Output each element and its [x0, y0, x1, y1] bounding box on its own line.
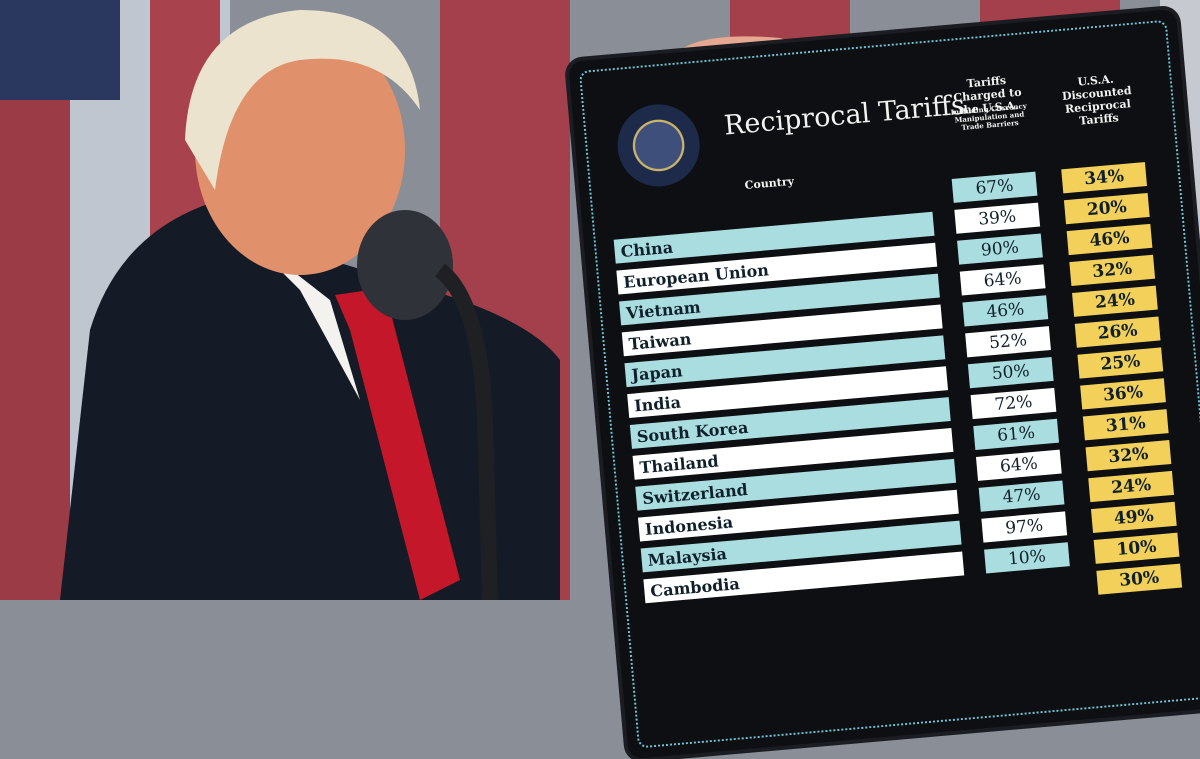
discounted-header: U.S.A. Discounted Reciprocal Tariffs: [1061, 72, 1133, 128]
tie: [335, 290, 460, 600]
flag-stripe: [0, 100, 70, 600]
microphone: [357, 210, 453, 320]
flag-canton: [0, 0, 120, 100]
mic-stand: [434, 263, 498, 600]
hair: [185, 10, 420, 190]
tariff-board: Reciprocal Tariffs Tariffs Charged to th…: [568, 8, 1200, 759]
